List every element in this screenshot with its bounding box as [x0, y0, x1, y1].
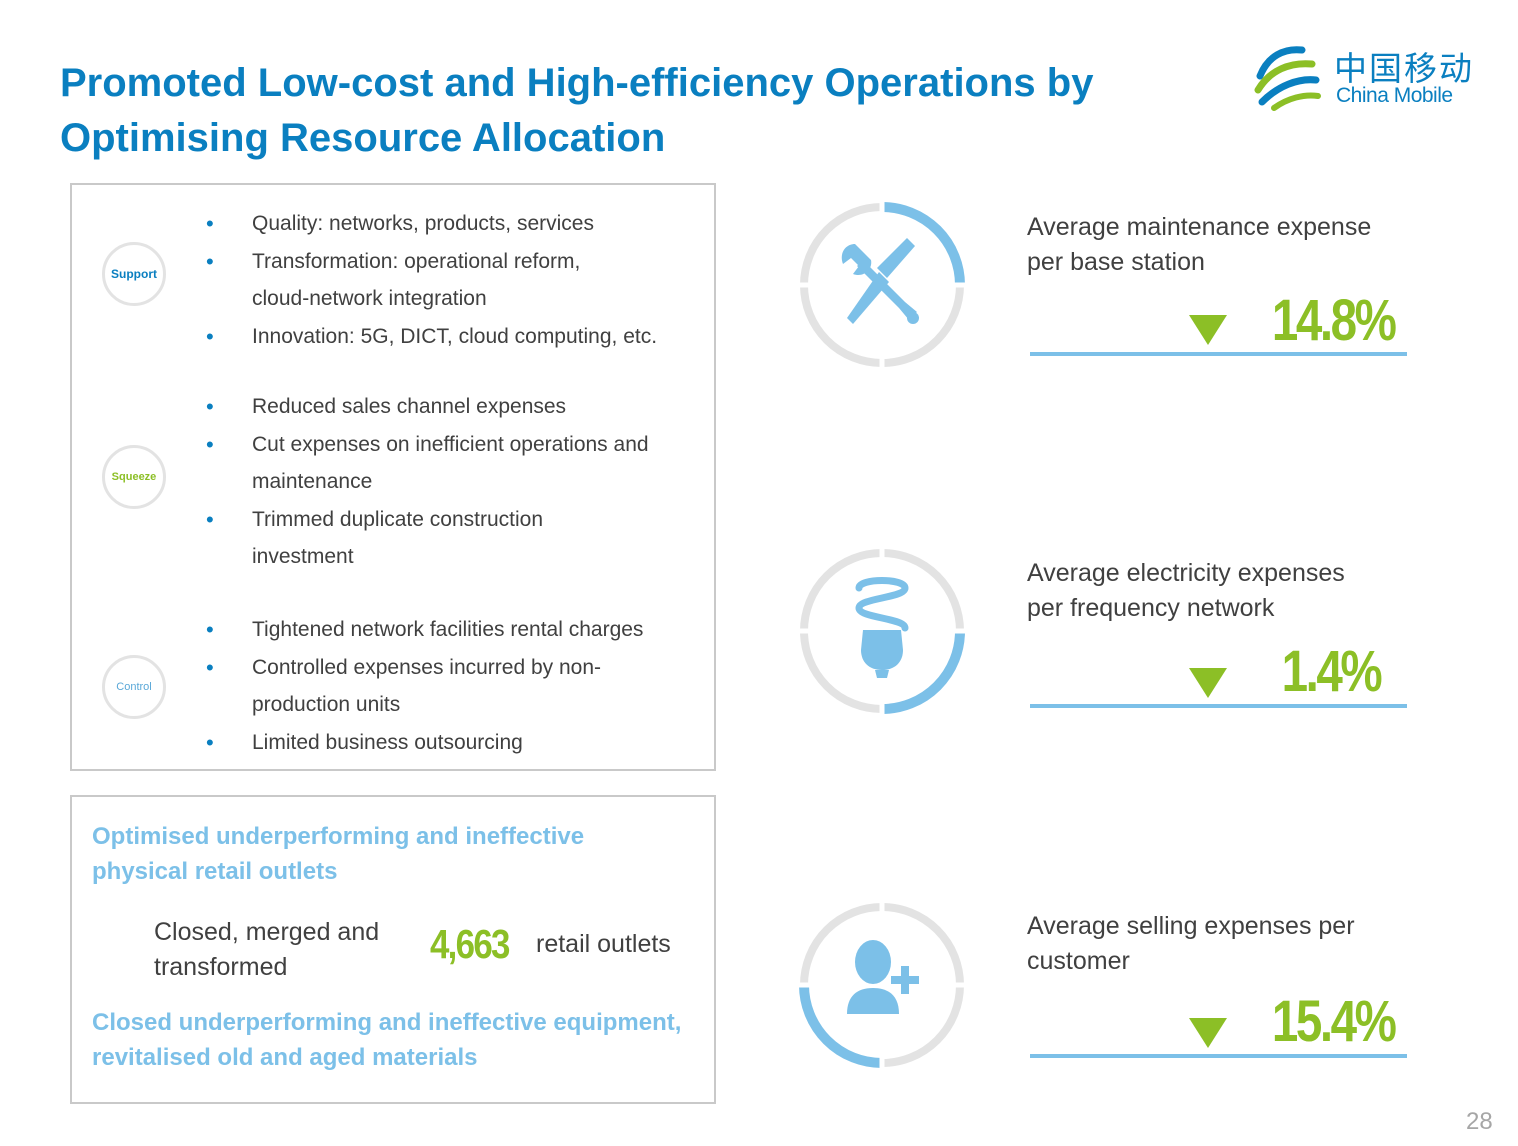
control-label: Control [116, 681, 152, 693]
list-item: Quality: networks, products, services [206, 205, 706, 243]
metric-underline [1030, 352, 1407, 356]
support-list: Quality: networks, products, services Tr… [206, 205, 706, 355]
china-mobile-logo: 中国移动 China Mobile [1250, 40, 1490, 115]
page-number: 28 [1466, 1108, 1493, 1135]
outlets-text: Closed, merged and transformed [154, 918, 380, 981]
list-item: Reduced sales channel expenses [206, 388, 706, 426]
light-bulb-icon [797, 546, 967, 716]
metric-label: Average electricity expenses per frequen… [1027, 559, 1345, 622]
squeeze-list: Reduced sales channel expenses Cut expen… [206, 388, 706, 576]
equipment-heading: Closed underperforming and ineffective e… [92, 1009, 682, 1071]
metric-underline [1030, 704, 1407, 708]
add-user-icon [797, 900, 967, 1070]
control-circle: Control [102, 655, 166, 719]
squeeze-circle: Squeeze [102, 445, 166, 509]
tools-icon [797, 200, 967, 370]
down-arrow-icon [1189, 1018, 1227, 1048]
metric-label: Average selling expenses per customer [1027, 912, 1355, 975]
strategy-box: Support Quality: networks, products, ser… [70, 183, 716, 771]
retail-outlets-box: Optimised underperforming and ineffectiv… [70, 795, 716, 1104]
squeeze-label: Squeeze [111, 471, 157, 483]
metric-underline [1030, 1054, 1407, 1058]
metric-value: 15.4% [1271, 989, 1396, 1054]
list-item: Innovation: 5G, DICT, cloud computing, e… [206, 318, 706, 356]
page-title: Promoted Low-cost and High-efficiency Op… [60, 61, 1094, 160]
list-item: Cut expenses on inefficient operations a… [206, 426, 652, 501]
support-label: Support [111, 267, 157, 281]
logo-chinese-text: 中国移动 [1334, 49, 1474, 88]
down-arrow-icon [1189, 668, 1227, 698]
metric-value: 1.4% [1281, 639, 1382, 704]
list-item: Controlled expenses incurred by non-prod… [206, 649, 652, 724]
list-item: Tightened network facilities rental char… [206, 611, 706, 649]
list-item: Transformation: operational reform, clou… [206, 243, 632, 318]
outlets-number: 4,663 [430, 921, 510, 967]
down-arrow-icon [1189, 315, 1227, 345]
outlets-heading: Optimised underperforming and ineffectiv… [92, 823, 585, 885]
metric-value: 14.8% [1271, 288, 1396, 353]
list-item: Trimmed duplicate construction investmen… [206, 501, 592, 576]
china-mobile-logo-icon [1254, 46, 1321, 111]
list-item: Limited business outsourcing [206, 724, 706, 762]
support-circle: Support [102, 242, 166, 306]
metric-label: Average maintenance expense per base sta… [1027, 213, 1372, 276]
control-list: Tightened network facilities rental char… [206, 611, 706, 761]
logo-english-text: China Mobile [1336, 84, 1453, 107]
outlets-unit: retail outlets [536, 930, 671, 958]
